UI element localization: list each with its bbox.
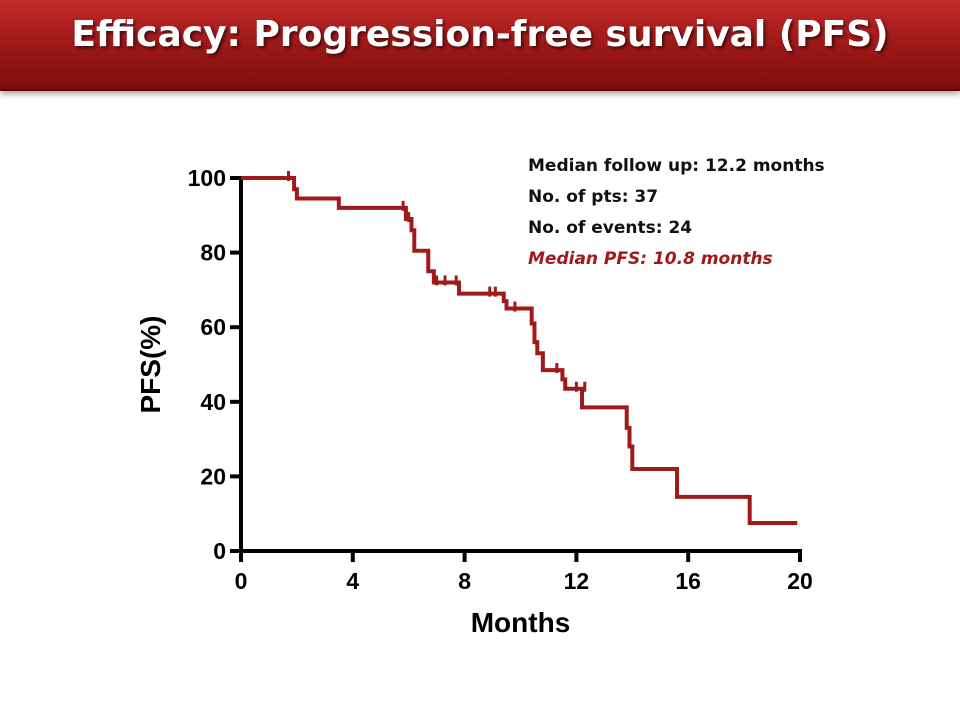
x-tick-label: 4	[346, 568, 359, 594]
x-tick-label: 12	[564, 568, 590, 594]
median-pfs-text: Median PFS: 10.8 months	[528, 249, 773, 269]
y-tick-label: 100	[188, 165, 226, 191]
title-banner: Efficacy: Progression-free survival (PFS…	[0, 0, 960, 91]
x-axis-title: Months	[471, 607, 571, 638]
x-tick-label: 20	[787, 568, 813, 594]
y-axis-title: PFS(%)	[135, 316, 166, 414]
y-tick-label: 0	[213, 538, 226, 564]
event-count-text: No. of events: 24	[528, 218, 693, 238]
x-tick-label: 8	[458, 568, 471, 594]
y-tick-label: 20	[200, 463, 226, 489]
slide-title: Efficacy: Progression-free survival (PFS…	[71, 14, 889, 55]
x-tick-label: 16	[675, 568, 701, 594]
x-tick-label: 0	[235, 568, 248, 594]
y-tick-label: 60	[200, 314, 226, 340]
study-info: Median follow up: 12.2 months No. of pts…	[528, 151, 825, 275]
y-tick-label: 80	[200, 240, 226, 266]
pfs-curve	[241, 176, 798, 526]
y-tick-label: 40	[200, 389, 226, 415]
median-follow-up-text: Median follow up: 12.2 months	[528, 156, 825, 176]
patient-count-text: No. of pts: 37	[528, 187, 659, 207]
